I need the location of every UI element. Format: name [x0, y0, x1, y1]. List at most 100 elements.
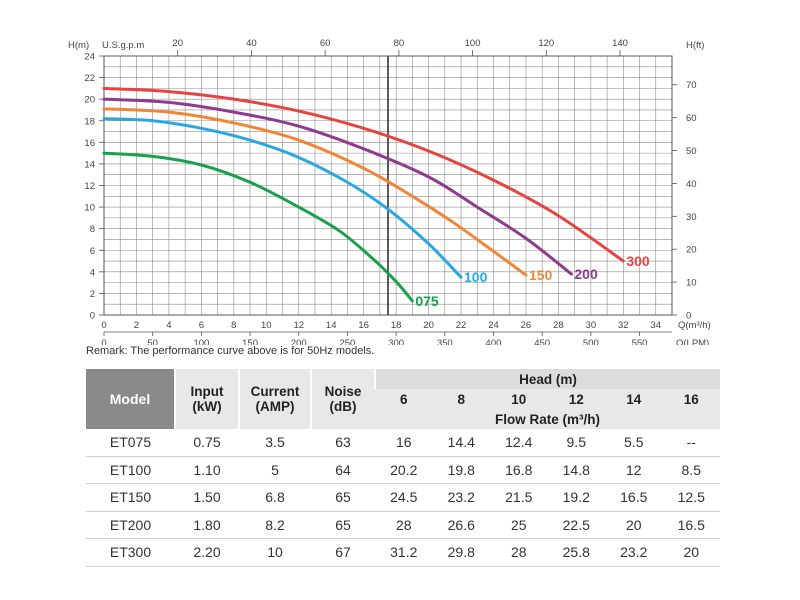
- flow-cell: --: [662, 429, 720, 457]
- flow-cell: 5.5: [605, 429, 663, 457]
- flow-cell: 20: [605, 511, 663, 539]
- y-tick-label: 8: [90, 224, 95, 235]
- lpm-tick-label: 200: [291, 338, 307, 345]
- flow-cell: 16: [375, 429, 433, 457]
- x-tick-label: 22: [456, 320, 467, 331]
- flow-cell: 9.5: [547, 429, 605, 457]
- lpm-tick-label: 100: [193, 338, 209, 345]
- table-row: ET075 0.75 3.5 63 16 14.4 12.4 9.5 5.5 -…: [86, 429, 720, 457]
- flow-cell: 31.2: [375, 538, 433, 567]
- y-tick-label: 16: [84, 138, 95, 149]
- flow-rate-header: Flow Rate (m³/h): [375, 409, 720, 429]
- flow-cell: 12: [605, 456, 663, 484]
- flow-cell: 25.8: [547, 538, 605, 567]
- curve-label-150: 150: [529, 267, 553, 283]
- lpm-tick-label: 350: [437, 338, 453, 345]
- gpm-tick-label: 20: [172, 38, 183, 49]
- gpm-tick-label: 120: [538, 38, 554, 49]
- curve-label-100: 100: [464, 269, 488, 285]
- noise-header-label: Noise (dB): [324, 384, 362, 414]
- flow-cell: 22.5: [547, 511, 605, 539]
- current-cell: 10: [239, 538, 311, 567]
- y-tick-label: 10: [84, 203, 95, 214]
- x-tick-label: 24: [488, 320, 499, 331]
- x-tick-label: 4: [166, 320, 171, 331]
- model-cell: ET100: [86, 456, 175, 484]
- gpm-tick-label: 140: [612, 38, 628, 49]
- noise-header: Noise (dB): [310, 369, 375, 429]
- current-cell: 3.5: [239, 429, 311, 457]
- y-tick-label: 18: [84, 116, 95, 127]
- curve-300: [102, 86, 625, 263]
- lpm-tick-label: 250: [339, 338, 355, 345]
- gpm-tick-label: 100: [465, 38, 481, 49]
- lpm-tick-label: 50: [147, 338, 158, 345]
- flow-cell: 23.2: [432, 483, 490, 512]
- current-header-label: Current (AMP): [250, 384, 300, 414]
- current-header: Current (AMP): [238, 369, 311, 429]
- noise-cell: 63: [311, 429, 375, 457]
- x-tick-label: 6: [199, 320, 204, 331]
- lpm-tick-label: 400: [486, 338, 502, 345]
- ft-tick-label: 0: [686, 311, 691, 322]
- spec-table: Model Input (kW) Current (AMP) Noise (dB…: [86, 369, 720, 567]
- lpm-tick-label: 450: [534, 338, 550, 345]
- x-tick-label: 26: [521, 320, 532, 331]
- curve-075: [102, 151, 414, 303]
- x-tick-label: 14: [326, 320, 337, 331]
- flow-cell: 21.5: [490, 483, 548, 512]
- x-tick-label: 30: [586, 320, 597, 331]
- input-header-label: Input (kW): [190, 384, 224, 414]
- flow-cell: 12.5: [662, 483, 720, 512]
- input-header: Input (kW): [174, 369, 239, 429]
- current-cell: 6.8: [239, 483, 311, 512]
- flow-cell: 29.8: [432, 538, 490, 567]
- y-tick-label: 4: [90, 267, 95, 278]
- ft-tick-label: 50: [686, 146, 697, 157]
- flow-cell: 25: [490, 511, 548, 539]
- input-cell: 1.80: [175, 511, 239, 539]
- x-tick-label: 2: [134, 320, 139, 331]
- curve-200: [102, 97, 573, 276]
- y-tick-label: 14: [84, 159, 95, 170]
- x-tick-label: 20: [423, 320, 434, 331]
- noise-cell: 65: [311, 511, 375, 539]
- flow-cell: 14.8: [547, 456, 605, 484]
- lpm-tick-label: 550: [632, 338, 648, 345]
- gpm-tick-label: 40: [246, 38, 257, 49]
- table-row: ET300 2.20 10 67 31.2 29.8 28 25.8 23.2 …: [86, 538, 720, 567]
- curve-label-200: 200: [574, 266, 598, 282]
- input-cell: 2.20: [175, 538, 239, 567]
- current-cell: 5: [239, 456, 311, 484]
- x-tick-label: 8: [231, 320, 236, 331]
- table-row: ET100 1.10 5 64 20.2 19.8 16.8 14.8 12 8…: [86, 456, 720, 484]
- head-value: 14: [605, 389, 663, 409]
- curve-label-075: 075: [415, 293, 439, 309]
- flow-cell: 12.4: [490, 429, 548, 457]
- ft-tick-label: 10: [686, 278, 697, 289]
- flow-cell: 28: [375, 511, 433, 539]
- model-cell: ET150: [86, 483, 175, 512]
- right-axis-label: H(ft): [686, 40, 704, 51]
- x-tick-label: 34: [650, 320, 661, 331]
- input-cell: 1.10: [175, 456, 239, 484]
- head-value: 16: [662, 389, 720, 409]
- head-value: 6: [375, 389, 433, 409]
- current-cell: 8.2: [239, 511, 311, 539]
- y-tick-label: 22: [84, 73, 95, 84]
- model-header: Model: [86, 369, 175, 429]
- y-tick-label: 2: [90, 289, 95, 300]
- input-cell: 1.50: [175, 483, 239, 512]
- spec-table-body: ET075 0.75 3.5 63 16 14.4 12.4 9.5 5.5 -…: [86, 429, 720, 567]
- flow-cell: 20.2: [375, 456, 433, 484]
- ft-tick-label: 40: [686, 179, 697, 190]
- ft-tick-label: 70: [686, 80, 697, 91]
- gpm-tick-label: 60: [320, 38, 331, 49]
- noise-cell: 67: [311, 538, 375, 567]
- flow-cell: 19.8: [432, 456, 490, 484]
- chart-remark: Remark: The performance curve above is f…: [86, 345, 375, 357]
- lpm-tick-label: 150: [242, 338, 258, 345]
- table-row: ET200 1.80 8.2 65 28 26.6 25 22.5 20 16.…: [86, 511, 720, 539]
- curve-150: [102, 107, 528, 277]
